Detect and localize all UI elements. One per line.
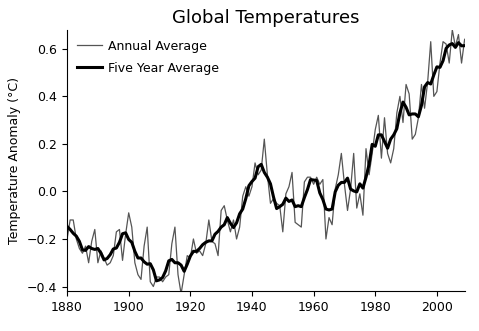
Y-axis label: Temperature Anomaly (°C): Temperature Anomaly (°C) — [9, 77, 22, 244]
Title: Global Temperatures: Global Temperatures — [172, 9, 360, 27]
Legend: Annual Average, Five Year Average: Annual Average, Five Year Average — [73, 36, 223, 78]
